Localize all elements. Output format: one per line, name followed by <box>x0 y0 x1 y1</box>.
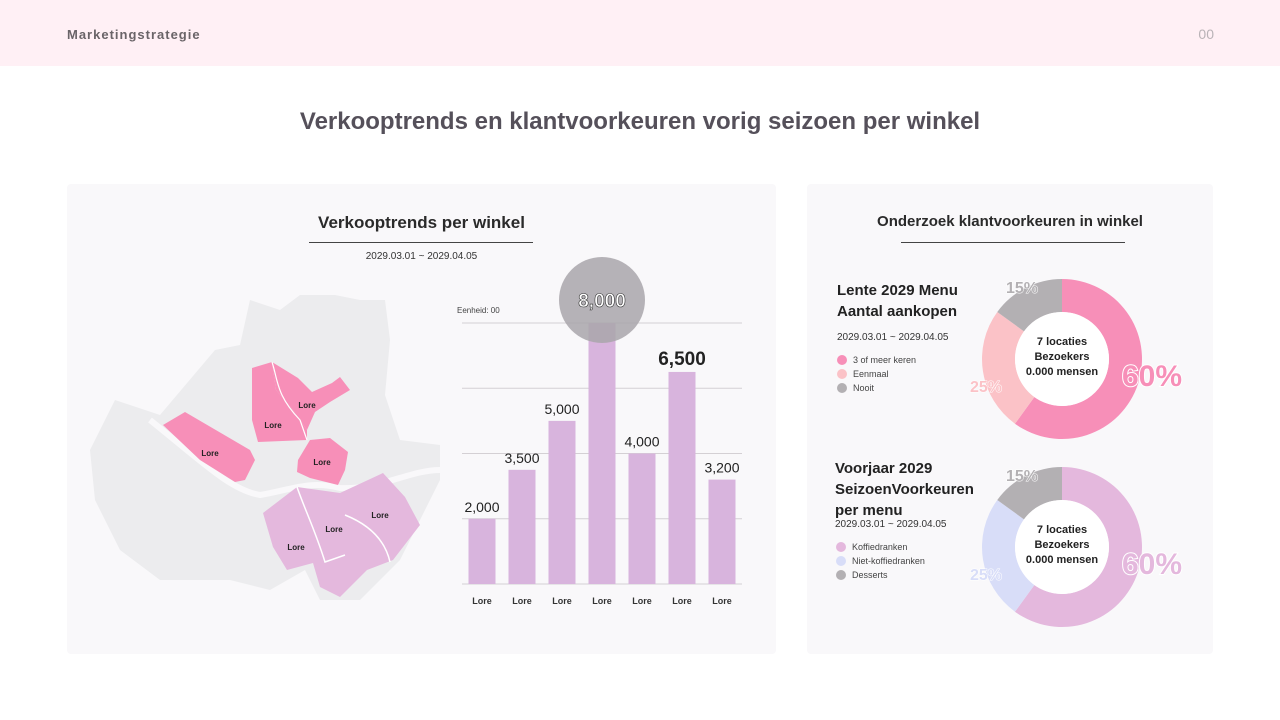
legend-label: Eenmaal <box>853 369 889 379</box>
x-tick-label: Lore <box>472 596 492 606</box>
legend-item: Nooit <box>837 381 916 395</box>
top-bar: Marketingstrategie 00 <box>0 0 1280 66</box>
legend-label: Koffiedranken <box>852 542 908 552</box>
donut-slice <box>982 499 1035 612</box>
bar-value-label: 2,000 <box>464 499 499 515</box>
donut-center <box>1015 312 1109 406</box>
donut1-date: 2029.03.01 ~ 2029.04.05 <box>837 332 949 343</box>
panel-title: Onderzoek klantvoorkeuren in winkel <box>877 213 1143 230</box>
legend-item: Eenmaal <box>837 367 916 381</box>
map-district-highlight <box>297 438 348 485</box>
legend-label: Nooit <box>853 383 875 393</box>
panel-title: Verkooptrends per winkel <box>318 213 525 232</box>
legend-swatch <box>836 556 846 566</box>
bar-value-label: 6,500 <box>658 349 706 370</box>
page-title: Verkooptrends en klantvoorkeuren vorig s… <box>299 108 981 135</box>
bar-value-label: 3,200 <box>704 460 739 476</box>
donut-center-text: 7 locaties <box>1037 524 1087 536</box>
title-line: Lente 2029 Menu <box>837 282 958 299</box>
donut-center-text: 0.000 mensen <box>1026 366 1098 378</box>
legend-item: Koffiedranken <box>836 540 925 554</box>
donut-slice <box>997 279 1062 332</box>
donut2-date: 2029.03.01 ~ 2029.04.05 <box>835 519 947 530</box>
bar <box>468 518 496 584</box>
legend-item: 3 of meer keren <box>837 353 916 367</box>
donut-center-text: 7 locaties <box>1037 336 1087 348</box>
bar <box>628 453 656 584</box>
donut-slice <box>1014 467 1142 627</box>
slice-percent-label: 25% <box>970 567 1002 584</box>
donut2-title: Voorjaar 2029 SeizoenVoorkeuren per menu <box>835 458 974 521</box>
slice-percent-label: 15% <box>1006 468 1038 485</box>
bar-value-label: 5,000 <box>544 401 579 417</box>
bar <box>708 479 736 584</box>
bar <box>548 420 576 584</box>
donut-center <box>1015 500 1109 594</box>
bar-value-label: 4,000 <box>624 434 659 450</box>
x-tick-label: Lore <box>552 596 572 606</box>
donut-center-text: 0.000 mensen <box>1026 554 1098 566</box>
map-label: Lore <box>325 525 343 534</box>
legend-label: 3 of meer keren <box>853 355 917 365</box>
map-label: Lore <box>287 543 305 552</box>
donut-slice <box>997 467 1062 520</box>
legend-swatch <box>837 369 847 379</box>
donut1-title: Lente 2029 Menu Aantal aankopen <box>837 280 958 322</box>
date-range: 2029.03.01 ~ 2029.04.05 <box>365 251 478 262</box>
legend-swatch <box>836 570 846 580</box>
map-label: Lore <box>313 458 331 467</box>
legend-swatch <box>837 383 847 393</box>
x-tick-label: Lore <box>632 596 652 606</box>
page-number: 00 <box>1198 26 1214 42</box>
x-tick-label: Lore <box>712 596 732 606</box>
highlight-circle <box>559 257 645 343</box>
map-district-highlight <box>272 362 350 430</box>
brand-label: Marketingstrategie <box>67 27 201 42</box>
legend-item: Niet-koffiedranken <box>836 554 925 568</box>
bar-value-label: 8,000 <box>578 291 626 312</box>
river <box>148 417 441 499</box>
unit-label: Eenheid: 00 <box>457 306 500 315</box>
map-label: Lore <box>298 401 316 410</box>
legend-item: Desserts <box>836 568 925 582</box>
slice-percent-label: 60% <box>1122 360 1182 393</box>
x-tick-label: Lore <box>592 596 612 606</box>
bar <box>668 371 696 584</box>
donut-center-text: Bezoekers <box>1034 351 1089 363</box>
legend-swatch <box>837 355 847 365</box>
map-district-highlight <box>163 412 255 482</box>
donut-slice <box>1014 279 1142 439</box>
donut-center-text: Bezoekers <box>1034 539 1089 551</box>
slice-percent-label: 25% <box>970 379 1002 396</box>
map-label: Lore <box>371 511 389 520</box>
bar <box>588 323 616 584</box>
title-divider <box>901 242 1125 243</box>
x-tick-label: Lore <box>512 596 532 606</box>
map-label: Lore <box>264 421 282 430</box>
map-district-secondary <box>263 473 420 597</box>
title-line: Voorjaar 2029 <box>835 460 933 477</box>
legend-label: Desserts <box>852 570 888 580</box>
slice-percent-label: 60% <box>1122 548 1182 581</box>
x-tick-label: Lore <box>672 596 692 606</box>
donut-slice <box>982 311 1035 424</box>
title-line: Aantal aankopen <box>837 303 958 320</box>
map-district-highlight <box>252 362 307 442</box>
title-divider <box>309 242 533 243</box>
title-line: per menu <box>835 502 903 519</box>
legend-label: Niet-koffiedranken <box>852 556 925 566</box>
donut1-legend: 3 of meer keren Eenmaal Nooit <box>837 353 916 395</box>
donut2-legend: Koffiedranken Niet-koffiedranken Dessert… <box>836 540 925 582</box>
bar-value-label: 3,500 <box>504 450 539 466</box>
slice-percent-label: 15% <box>1006 280 1038 297</box>
title-line: SeizoenVoorkeuren <box>835 481 974 498</box>
legend-swatch <box>836 542 846 552</box>
bar <box>508 469 536 584</box>
map-label: Lore <box>201 449 219 458</box>
